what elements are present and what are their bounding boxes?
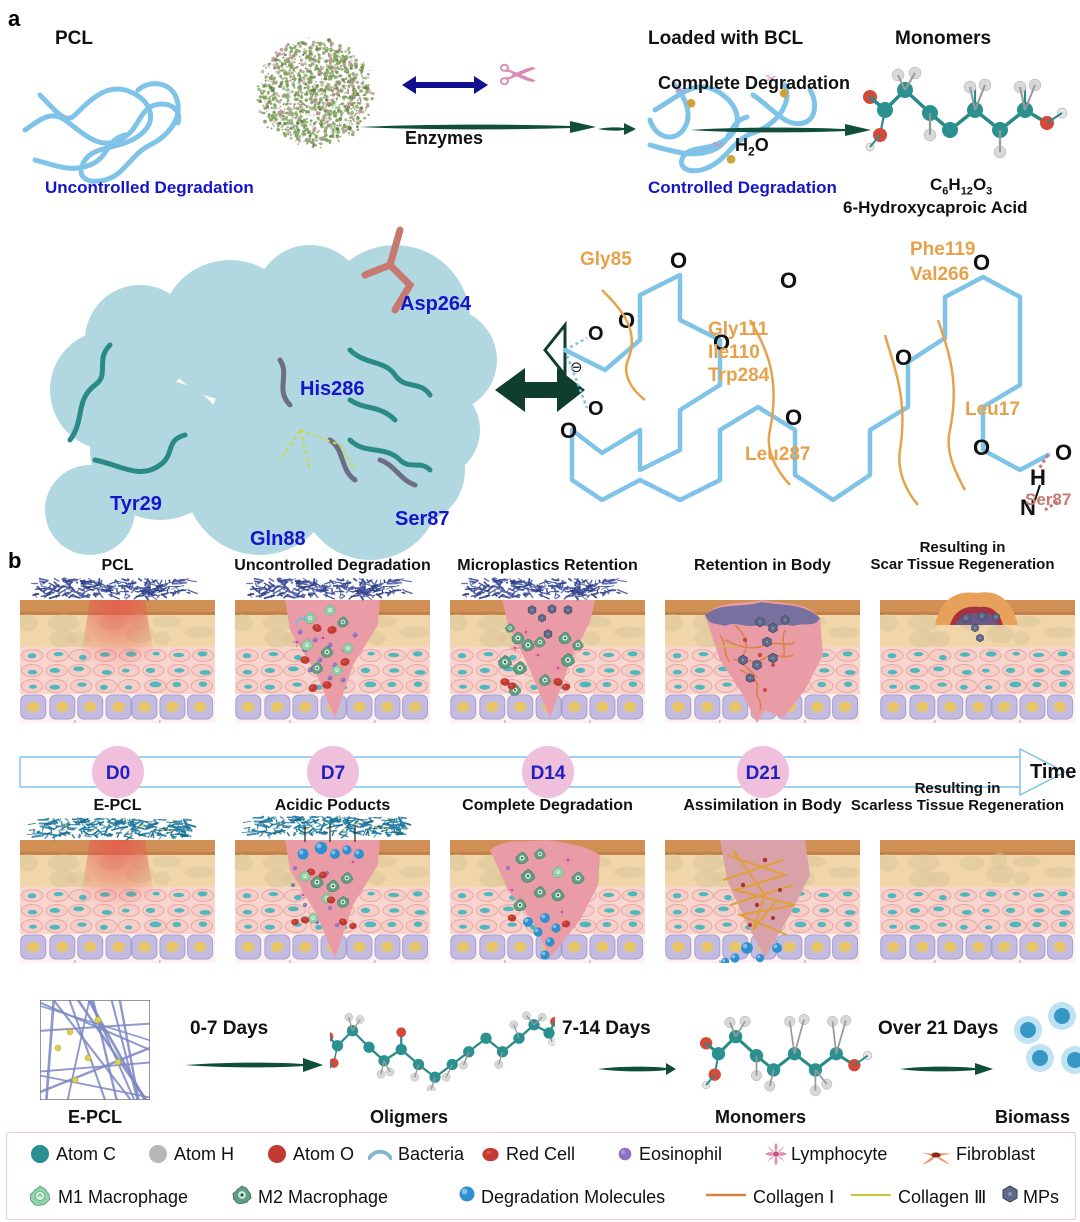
svg-text:D21: D21 xyxy=(746,763,781,784)
svg-text:Tyr29: Tyr29 xyxy=(110,493,162,515)
svg-text:O: O xyxy=(588,398,604,420)
svg-text:D0: D0 xyxy=(106,763,130,784)
svg-text:H: H xyxy=(1030,465,1046,490)
svg-text:Gly85: Gly85 xyxy=(580,249,632,270)
svg-text:Gly111: Gly111 xyxy=(708,319,769,340)
svg-text:Red Cell: Red Cell xyxy=(506,1144,575,1164)
svg-text:MPs: MPs xyxy=(1023,1187,1059,1207)
svg-text:Ser87: Ser87 xyxy=(395,508,450,530)
svg-text:Val266: Val266 xyxy=(910,264,969,285)
svg-text:His286: His286 xyxy=(300,378,365,400)
svg-text:Gln88: Gln88 xyxy=(250,528,306,550)
svg-text:Phe119: Phe119 xyxy=(910,239,976,260)
svg-text:O: O xyxy=(588,323,604,345)
svg-text:Collagen Ⅲ: Collagen Ⅲ xyxy=(898,1187,986,1207)
svg-text:O: O xyxy=(785,405,802,430)
svg-text:O: O xyxy=(1055,440,1072,465)
svg-text:O: O xyxy=(973,435,990,460)
svg-text:Fibroblast: Fibroblast xyxy=(956,1144,1035,1164)
svg-text:Atom H: Atom H xyxy=(174,1144,234,1164)
svg-text:Atom O: Atom O xyxy=(293,1144,354,1164)
svg-text:O: O xyxy=(973,250,990,275)
svg-text:O: O xyxy=(560,418,577,443)
svg-text:Eosinophil: Eosinophil xyxy=(639,1144,722,1164)
svg-text:Asp264: Asp264 xyxy=(400,293,472,315)
svg-text:M1 Macrophage: M1 Macrophage xyxy=(58,1187,188,1207)
svg-text:Bacteria: Bacteria xyxy=(398,1144,465,1164)
svg-text:D7: D7 xyxy=(321,763,345,784)
svg-text:Ser87: Ser87 xyxy=(1025,490,1071,509)
svg-text:O: O xyxy=(895,345,912,370)
svg-text:Ile110: Ile110 xyxy=(708,342,760,363)
svg-text:Lymphocyte: Lymphocyte xyxy=(791,1144,887,1164)
svg-text:Atom C: Atom C xyxy=(56,1144,116,1164)
svg-text:D14: D14 xyxy=(531,763,566,784)
svg-text:O: O xyxy=(780,268,797,293)
svg-text:Collagen Ⅰ: Collagen Ⅰ xyxy=(753,1187,834,1207)
svg-text:M2 Macrophage: M2 Macrophage xyxy=(258,1187,388,1207)
svg-text:Leu287: Leu287 xyxy=(745,444,810,465)
svg-text:Leu17: Leu17 xyxy=(965,399,1020,420)
svg-text:Degradation Molecules: Degradation Molecules xyxy=(481,1187,665,1207)
svg-text:O: O xyxy=(670,248,687,273)
svg-text:Trp284: Trp284 xyxy=(708,365,770,386)
